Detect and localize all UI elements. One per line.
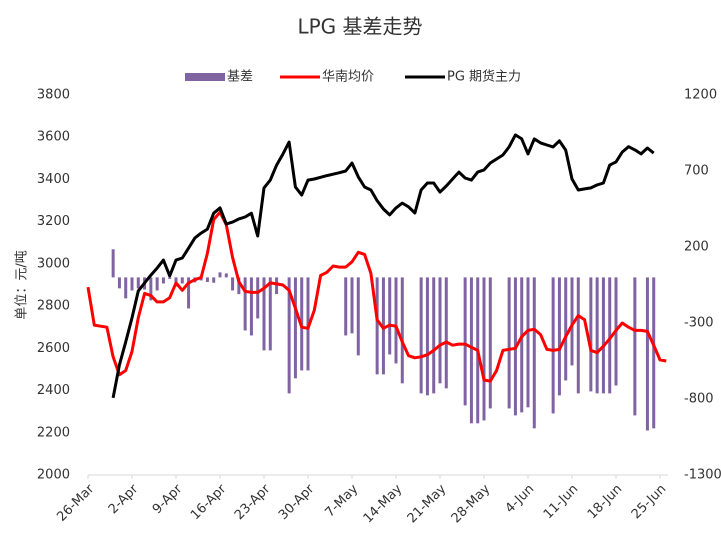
bar xyxy=(400,277,404,384)
y-tick-label: 2600 xyxy=(37,341,70,356)
y2-tick-label: -300 xyxy=(684,316,714,331)
bar xyxy=(168,277,172,279)
y2-tick-label: 200 xyxy=(684,240,709,255)
bar xyxy=(469,277,473,424)
y2-tick-label: -1300 xyxy=(684,468,721,483)
bar xyxy=(520,277,524,413)
y2-tick-label: 700 xyxy=(684,164,709,179)
bar xyxy=(117,277,121,289)
bar xyxy=(425,277,429,396)
x-tick-label: 14-May xyxy=(361,481,406,526)
bar xyxy=(136,277,140,289)
line xyxy=(111,133,655,399)
bar xyxy=(557,277,561,396)
x-tick-label: 28-May xyxy=(449,481,494,526)
bar xyxy=(394,277,398,364)
bar xyxy=(645,277,649,431)
x-tick-label: 18-Jun xyxy=(585,482,626,523)
bar xyxy=(155,277,159,291)
x-tick-label: 30-Apr xyxy=(276,481,318,523)
bar xyxy=(344,277,348,336)
bar xyxy=(111,249,115,278)
bar xyxy=(287,277,291,394)
bar xyxy=(482,277,486,421)
x-tick-label: 7-May xyxy=(323,481,362,520)
x-tick-label: 9-Apr xyxy=(150,481,186,517)
bar xyxy=(275,277,279,295)
bar xyxy=(526,277,530,408)
bar xyxy=(256,277,260,319)
bar xyxy=(532,277,536,429)
bar xyxy=(268,277,272,351)
legend-label: PG 期货主力 xyxy=(447,69,521,85)
bar xyxy=(438,277,442,384)
y-tick-label: 3800 xyxy=(37,88,70,103)
bar xyxy=(124,277,128,299)
y-tick-label: 3000 xyxy=(37,256,70,271)
x-tick-label: 16-Apr xyxy=(188,481,230,523)
bar xyxy=(375,277,379,375)
y2-tick-label: 1200 xyxy=(684,88,717,103)
bar xyxy=(601,277,605,394)
y-tick-label: 2200 xyxy=(37,425,70,440)
bar xyxy=(237,277,241,295)
bar xyxy=(212,277,216,283)
x-tick-label: 11-Jun xyxy=(541,482,582,523)
x-tick-label: 23-Apr xyxy=(232,481,274,523)
bar xyxy=(350,277,354,334)
bar xyxy=(595,277,599,394)
bar xyxy=(608,277,612,394)
bar xyxy=(633,277,637,416)
bar xyxy=(388,277,392,355)
y-axis-label: 单位：元/吨 xyxy=(15,250,30,319)
bar xyxy=(589,277,593,392)
bar xyxy=(231,277,235,291)
bar xyxy=(243,277,247,331)
line xyxy=(86,210,667,383)
bar xyxy=(576,277,580,394)
bar xyxy=(161,277,165,284)
bar xyxy=(149,277,153,301)
bar xyxy=(262,277,266,351)
y2-tick-label: -800 xyxy=(684,392,714,407)
bar xyxy=(356,277,360,356)
chart-title: LPG 基差走势 xyxy=(297,15,422,39)
bar xyxy=(564,277,568,381)
bar xyxy=(419,277,423,394)
y-tick-label: 3200 xyxy=(37,214,70,229)
bar xyxy=(249,277,253,336)
bar xyxy=(507,277,511,409)
bar xyxy=(205,277,209,282)
bar xyxy=(180,277,184,284)
x-tick-label: 2-Apr xyxy=(106,481,142,517)
bar xyxy=(293,277,297,379)
bar xyxy=(463,277,467,406)
bar xyxy=(224,273,228,278)
bar xyxy=(652,277,656,429)
legend-label: 华南均价 xyxy=(322,69,374,85)
bar xyxy=(551,277,555,414)
bar xyxy=(432,277,436,394)
x-tick-label: 4-Jun xyxy=(503,482,538,517)
x-tick-label: 26-Mar xyxy=(54,481,97,524)
y-tick-label: 2800 xyxy=(37,299,70,314)
bar xyxy=(130,277,134,291)
bar xyxy=(218,272,222,278)
x-tick-label: 21-May xyxy=(405,481,450,526)
bar xyxy=(570,277,574,366)
y-tick-label: 3600 xyxy=(37,130,70,145)
bar xyxy=(488,277,492,409)
y-tick-label: 3400 xyxy=(37,172,70,187)
legend-label: 基差 xyxy=(227,70,253,85)
y-tick-label: 2400 xyxy=(37,383,70,398)
x-tick-label: 25-Jun xyxy=(629,482,670,523)
y-tick-label: 2000 xyxy=(37,468,70,483)
bar xyxy=(187,277,191,309)
bar xyxy=(444,277,448,389)
legend-swatch xyxy=(185,73,225,81)
